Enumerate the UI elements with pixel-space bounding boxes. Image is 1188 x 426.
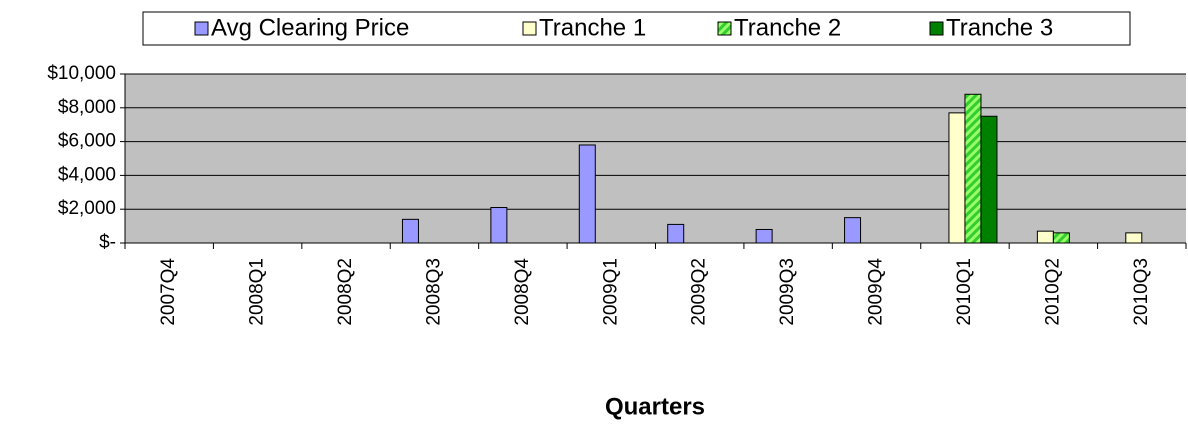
legend-label: Tranche 1 [539, 14, 646, 41]
x-tick-label: 2009Q4 [866, 258, 887, 326]
legend-label: Tranche 3 [946, 14, 1053, 41]
x-tick-label: 2008Q3 [423, 258, 444, 326]
x-tick-label: 2010Q3 [1131, 258, 1152, 326]
bar [1125, 232, 1143, 244]
x-tick-label: 2008Q1 [247, 258, 268, 326]
bar [980, 115, 998, 244]
x-tick-label: 2009Q3 [777, 258, 798, 326]
y-tick-label: $4,000 [58, 164, 116, 185]
bar [844, 217, 862, 244]
bar [667, 223, 685, 244]
x-tick-label: 2008Q4 [512, 258, 533, 326]
y-tick-label: $2,000 [58, 198, 116, 219]
legend-label: Tranche 2 [734, 14, 841, 41]
x-axis-title: Quarters [605, 393, 705, 420]
bar [964, 93, 982, 244]
y-tick-label: $8,000 [58, 97, 116, 118]
bar [948, 112, 966, 244]
x-tick-label: 2007Q4 [158, 258, 179, 326]
y-tick-label: $10,000 [47, 63, 116, 84]
x-tick-label: 2008Q2 [335, 258, 356, 326]
legend-label: Avg Clearing Price [211, 14, 409, 41]
y-tick-label: $- [99, 232, 116, 253]
legend-swatch [522, 21, 537, 36]
x-tick-label: 2009Q2 [689, 258, 710, 326]
bar [490, 207, 508, 244]
bar [578, 144, 596, 244]
y-tick-label: $6,000 [58, 131, 116, 152]
legend-box [142, 11, 1131, 46]
x-tick-label: 2009Q1 [600, 258, 621, 326]
x-tick-label: 2010Q2 [1042, 258, 1063, 326]
bar [401, 218, 419, 244]
bar [1036, 230, 1054, 244]
bar [1052, 232, 1070, 244]
legend-swatch [929, 21, 944, 36]
plot-area [125, 74, 1186, 243]
bar [755, 228, 773, 244]
x-tick-label: 2010Q1 [954, 258, 975, 326]
legend-swatch [717, 21, 732, 36]
legend-swatch [194, 21, 209, 36]
